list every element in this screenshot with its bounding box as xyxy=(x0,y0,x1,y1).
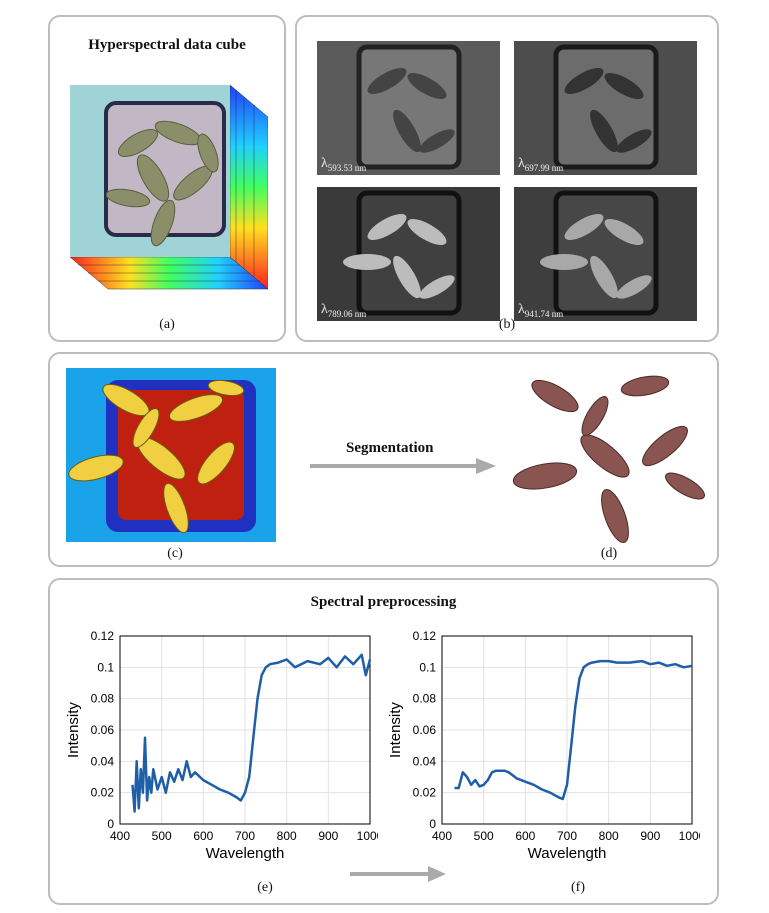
band-symbol: λ xyxy=(321,156,328,172)
x-tick-label: 800 xyxy=(599,829,619,843)
y-tick-label: 0.08 xyxy=(413,692,437,706)
band-label-2: 697.99 nm xyxy=(524,163,564,173)
x-tick-label: 900 xyxy=(640,829,660,843)
segmented-plant-image xyxy=(512,375,705,544)
segmentation-label: Segmentation xyxy=(346,440,434,456)
band-image-3: λ789.06 nm xyxy=(317,187,500,321)
x-tick-label: 400 xyxy=(432,829,452,843)
x-tick-label: 700 xyxy=(235,829,255,843)
panel-ef-title: Spectral preprocessing xyxy=(310,594,457,610)
panel-ef: Spectral preprocessing 400 500 600 700 800 90… xyxy=(48,578,719,905)
x-tick-label: 600 xyxy=(193,829,213,843)
spectrum-line xyxy=(454,659,693,801)
spectrum-line xyxy=(131,653,372,813)
x-tick-label: 400 xyxy=(110,829,130,843)
y-tick-label: 0.04 xyxy=(91,754,115,768)
hyperspectral-cube xyxy=(69,84,268,290)
y-tick-label: 0 xyxy=(107,817,114,831)
caption-f: (f) xyxy=(571,880,585,895)
band-image-2: λ697.99 nm xyxy=(514,41,697,175)
x-tick-label: 500 xyxy=(152,829,172,843)
band-label-1: 593.53 nm xyxy=(327,163,367,173)
x-tick-label: 900 xyxy=(318,829,338,843)
x-axis-label: Wavelength xyxy=(206,845,285,862)
y-tick-label: 0.12 xyxy=(413,630,437,643)
caption-c: (c) xyxy=(167,546,183,561)
y-axis-label: Intensity xyxy=(65,702,82,758)
x-axis-label: Wavelength xyxy=(528,845,607,862)
panel-a: Hyperspectral data cube xyxy=(48,15,286,342)
y-tick-label: 0 xyxy=(429,817,436,831)
plot-frame xyxy=(441,635,693,825)
x-tick-label: 600 xyxy=(515,829,535,843)
band-image-1: λ593.53 nm xyxy=(317,41,500,175)
y-tick-label: 0.04 xyxy=(413,754,437,768)
plot-frame xyxy=(119,635,371,825)
band-label-3: 789.06 nm xyxy=(327,309,367,319)
y-tick-label: 0.1 xyxy=(97,660,114,674)
y-tick-label: 0.1 xyxy=(419,660,436,674)
caption-d: (d) xyxy=(600,546,618,561)
y-tick-label: 0.12 xyxy=(91,630,115,643)
caption-b: (b) xyxy=(498,317,516,332)
y-tick-label: 0.06 xyxy=(413,723,437,737)
caption-a: (a) xyxy=(159,317,175,332)
preprocess-arrow xyxy=(350,866,446,882)
y-axis-label: Intensity xyxy=(387,702,404,758)
caption-e: (e) xyxy=(257,880,273,895)
band-symbol: λ xyxy=(518,156,525,172)
y-tick-label: 0.08 xyxy=(91,692,115,706)
segmentation-arrow xyxy=(310,458,496,474)
x-tick-label: 500 xyxy=(474,829,494,843)
y-tick-label: 0.02 xyxy=(91,786,115,800)
panel-cd: (c) Segmentation (d) xyxy=(48,352,719,567)
y-tick-label: 0.02 xyxy=(413,786,437,800)
band-symbol: λ xyxy=(321,302,328,318)
x-tick-label: 800 xyxy=(277,829,297,843)
band-image-4: λ941.74 nm xyxy=(514,187,697,321)
band-label-4: 941.74 nm xyxy=(524,309,564,319)
panel-a-title: Hyperspectral data cube xyxy=(88,37,246,53)
band-symbol: λ xyxy=(518,302,525,318)
y-tick-label: 0.06 xyxy=(91,723,115,737)
false-color-image xyxy=(66,368,276,542)
panel-b: λ593.53 nm λ697.99 nm λ789.06 nm λ941.74… xyxy=(295,15,719,342)
x-tick-label: 700 xyxy=(557,829,577,843)
